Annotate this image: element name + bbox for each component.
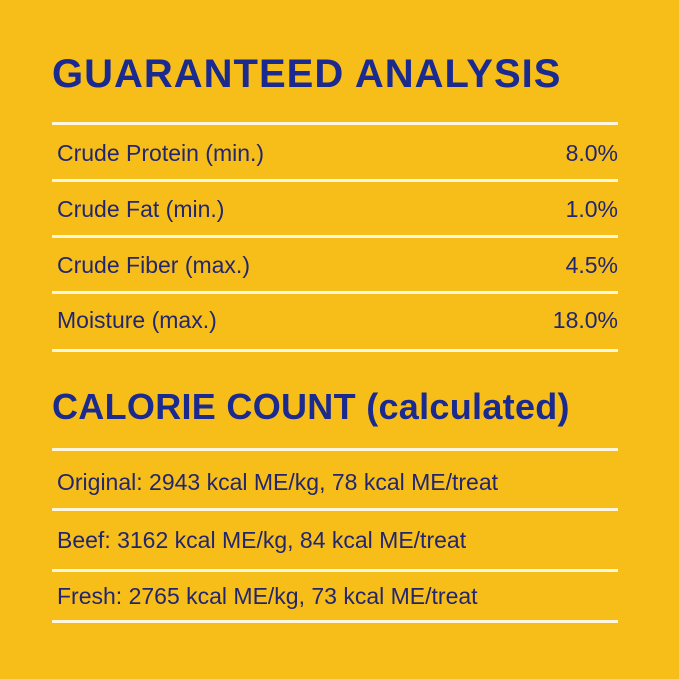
- divider: [52, 235, 618, 238]
- analysis-label: Crude Fiber (max.): [57, 251, 250, 278]
- analysis-value: 8.0%: [565, 139, 618, 166]
- divider: [52, 122, 618, 125]
- analysis-value: 4.5%: [565, 251, 618, 278]
- divider: [52, 291, 618, 294]
- analysis-row: Crude Fiber (max.) 4.5%: [57, 250, 618, 280]
- calorie-text: Fresh: 2765 kcal ME/kg, 73 kcal ME/treat: [57, 582, 478, 609]
- divider: [52, 349, 618, 352]
- divider: [52, 569, 618, 572]
- calorie-row: Beef: 3162 kcal ME/kg, 84 kcal ME/treat: [57, 525, 618, 555]
- divider: [52, 448, 618, 451]
- calorie-text: Original: 2943 kcal ME/kg, 78 kcal ME/tr…: [57, 468, 499, 495]
- analysis-label: Crude Fat (min.): [57, 195, 225, 222]
- divider: [52, 179, 618, 182]
- analysis-label: Crude Protein (min.): [57, 139, 265, 166]
- calorie-count-title: CALORIE COUNT (calculated): [52, 386, 570, 427]
- calorie-row: Original: 2943 kcal ME/kg, 78 kcal ME/tr…: [57, 467, 618, 497]
- analysis-label: Moisture (max.): [57, 306, 217, 333]
- analysis-value: 1.0%: [565, 195, 618, 222]
- calorie-text: Beef: 3162 kcal ME/kg, 84 kcal ME/treat: [57, 526, 467, 553]
- divider: [52, 508, 618, 511]
- analysis-row: Crude Fat (min.) 1.0%: [57, 194, 618, 224]
- analysis-value: 18.0%: [552, 306, 618, 333]
- guaranteed-analysis-title: GUARANTEED ANALYSIS: [52, 52, 562, 96]
- analysis-row: Crude Protein (min.) 8.0%: [57, 138, 618, 168]
- analysis-row: Moisture (max.) 18.0%: [57, 305, 618, 335]
- calorie-row: Fresh: 2765 kcal ME/kg, 73 kcal ME/treat: [57, 581, 618, 611]
- divider: [52, 620, 618, 623]
